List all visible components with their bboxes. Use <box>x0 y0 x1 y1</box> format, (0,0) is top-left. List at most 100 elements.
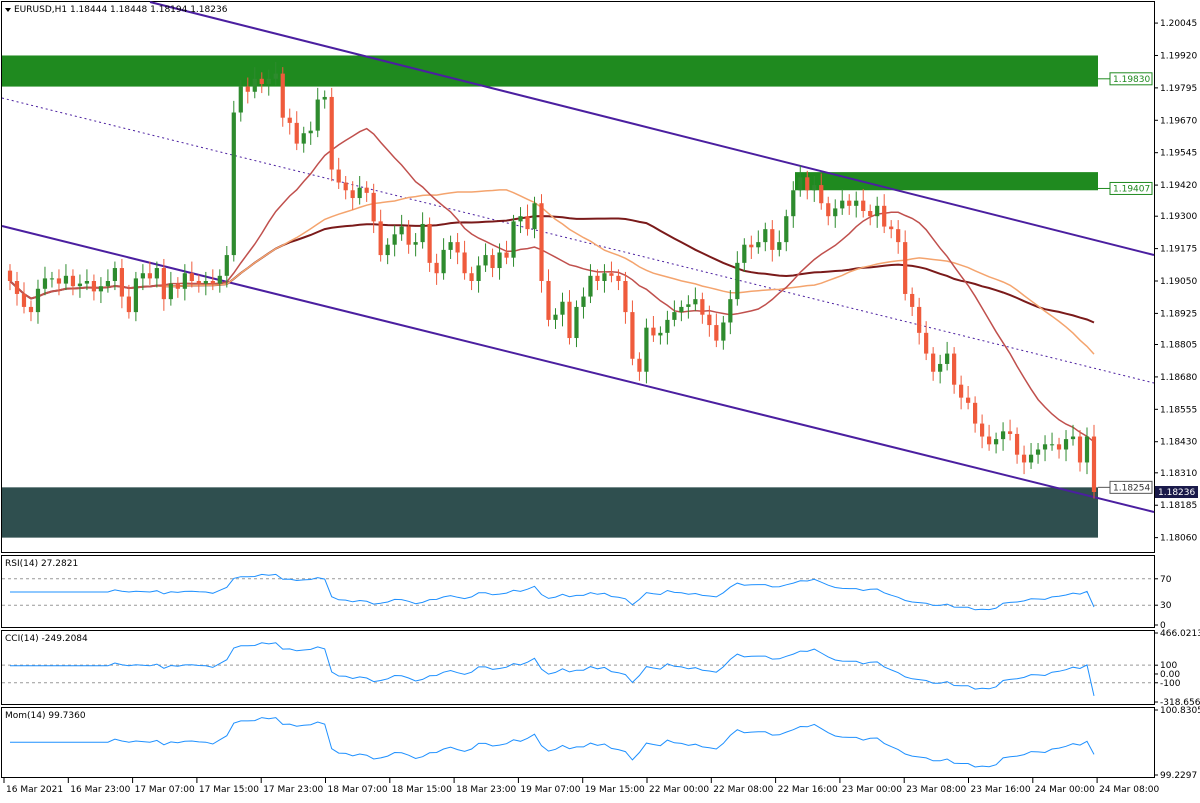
candle[interactable] <box>189 261 194 288</box>
candle[interactable] <box>182 264 187 301</box>
candle[interactable] <box>1091 424 1097 499</box>
candle[interactable] <box>224 246 229 288</box>
candle[interactable] <box>175 277 180 298</box>
candle[interactable] <box>1042 435 1048 462</box>
candle[interactable] <box>763 222 768 252</box>
candle[interactable] <box>595 269 600 291</box>
candle[interactable] <box>7 264 13 291</box>
candle[interactable] <box>259 72 264 94</box>
candle[interactable] <box>735 251 740 306</box>
candle[interactable] <box>728 290 733 335</box>
candle[interactable] <box>469 266 474 291</box>
candle[interactable] <box>364 181 369 202</box>
candle[interactable] <box>406 220 411 254</box>
candle[interactable] <box>875 196 880 228</box>
candle[interactable] <box>623 271 628 324</box>
candle[interactable] <box>770 220 775 262</box>
candle[interactable] <box>217 269 222 293</box>
candle[interactable] <box>812 176 817 202</box>
candle[interactable] <box>952 347 957 394</box>
candle[interactable] <box>84 269 90 291</box>
candle[interactable] <box>448 235 453 259</box>
candle[interactable] <box>679 300 684 322</box>
candle[interactable] <box>28 300 34 322</box>
candle[interactable] <box>140 264 145 291</box>
candle[interactable] <box>931 347 936 381</box>
candle[interactable] <box>343 176 348 200</box>
candle[interactable] <box>672 300 677 327</box>
candle[interactable] <box>1077 430 1083 472</box>
candle[interactable] <box>525 204 530 236</box>
candle[interactable] <box>441 238 446 280</box>
candle[interactable] <box>910 287 915 316</box>
candle[interactable] <box>1063 430 1069 462</box>
candle[interactable] <box>609 261 614 283</box>
candle[interactable] <box>511 214 516 267</box>
candle[interactable] <box>168 271 173 306</box>
candle[interactable] <box>98 277 104 304</box>
candle[interactable] <box>63 264 69 291</box>
candle[interactable] <box>903 230 908 301</box>
collapse-triangle-icon[interactable] <box>5 8 11 12</box>
candle[interactable] <box>1021 445 1027 475</box>
candle[interactable] <box>637 352 642 381</box>
candle[interactable] <box>588 264 593 304</box>
candle[interactable] <box>42 266 48 296</box>
candle[interactable] <box>833 199 838 228</box>
candle[interactable] <box>1000 422 1006 451</box>
candle[interactable] <box>602 264 607 293</box>
candle[interactable] <box>154 261 159 288</box>
candle[interactable] <box>805 170 810 200</box>
candle[interactable] <box>1035 443 1041 464</box>
candle[interactable] <box>896 220 901 254</box>
candle[interactable] <box>378 209 383 262</box>
candle[interactable] <box>399 214 404 241</box>
candle[interactable] <box>847 194 852 215</box>
candle[interactable] <box>266 69 271 96</box>
candle[interactable] <box>707 305 712 337</box>
candle[interactable] <box>581 287 586 319</box>
candle[interactable] <box>238 80 243 122</box>
candle[interactable] <box>966 385 971 410</box>
candle[interactable] <box>476 256 481 293</box>
candle[interactable] <box>553 308 558 329</box>
candle[interactable] <box>700 292 705 324</box>
candle[interactable] <box>861 188 866 218</box>
candle[interactable] <box>721 315 726 350</box>
candle[interactable] <box>826 196 831 226</box>
candle[interactable] <box>196 274 201 293</box>
candle[interactable] <box>350 181 355 210</box>
candle[interactable] <box>784 209 789 252</box>
candle[interactable] <box>973 396 978 433</box>
candle[interactable] <box>483 243 488 272</box>
candle[interactable] <box>357 176 362 205</box>
candle[interactable] <box>868 204 873 226</box>
channel-upper-line[interactable] <box>149 1 1155 256</box>
candle[interactable] <box>756 230 761 254</box>
candle[interactable] <box>630 300 635 366</box>
candle[interactable] <box>945 341 950 371</box>
candle[interactable] <box>777 230 782 257</box>
candle[interactable] <box>749 235 754 259</box>
candle[interactable] <box>385 238 390 265</box>
candle[interactable] <box>294 111 299 151</box>
candle[interactable] <box>420 212 425 249</box>
candle[interactable] <box>161 258 166 311</box>
candle[interactable] <box>658 326 663 345</box>
candle[interactable] <box>665 310 670 345</box>
candle[interactable] <box>819 173 824 210</box>
candle[interactable] <box>280 67 285 127</box>
candle[interactable] <box>1007 419 1013 441</box>
candle[interactable] <box>497 243 502 280</box>
candle[interactable] <box>1070 424 1076 446</box>
candle[interactable] <box>1049 432 1055 451</box>
candle[interactable] <box>371 183 376 234</box>
candle[interactable] <box>882 194 887 234</box>
candle[interactable] <box>49 271 55 288</box>
candle[interactable] <box>14 271 20 306</box>
candle[interactable] <box>798 165 803 197</box>
candle[interactable] <box>252 67 257 99</box>
candle[interactable] <box>413 233 418 257</box>
